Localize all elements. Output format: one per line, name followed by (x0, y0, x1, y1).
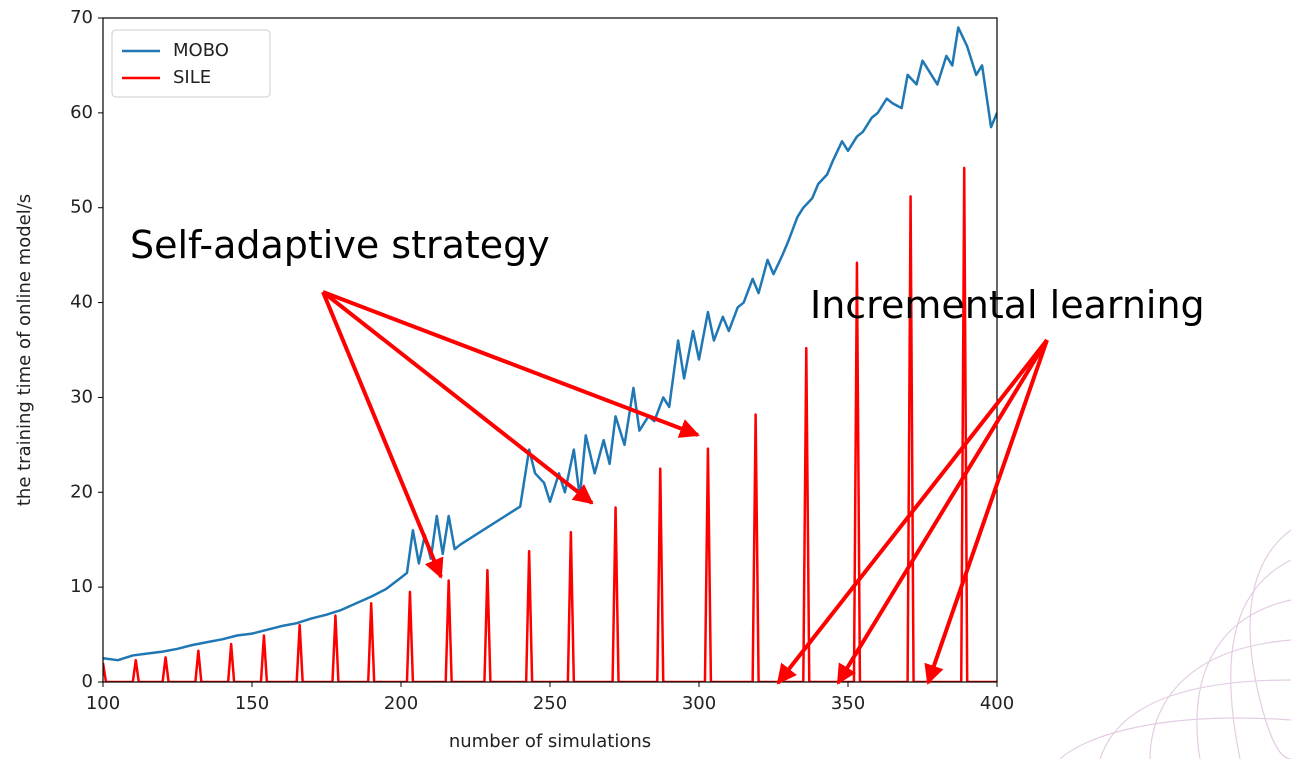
x-tick-label: 250 (533, 693, 567, 714)
line-series (103, 166, 997, 682)
x-tick-label: 150 (235, 693, 269, 714)
y-tick-label: 70 (70, 7, 93, 28)
arrows (321, 290, 1049, 685)
y-axis-label: the training time of online model/s (14, 194, 35, 506)
legend-label: SILE (173, 67, 211, 88)
y-tick-label: 30 (70, 386, 93, 407)
plot-frame (102, 17, 998, 683)
y-tick-label: 40 (70, 292, 93, 313)
x-tick-label: 100 (86, 693, 120, 714)
legend-label: MOBO (173, 40, 229, 61)
decoration (1059, 529, 1291, 759)
x-tick-label: 350 (831, 693, 865, 714)
x-tick-label: 400 (980, 693, 1014, 714)
y-tick-label: 10 (70, 576, 93, 597)
legend-box (111, 29, 271, 98)
y-tick-label: 20 (70, 481, 93, 502)
annotation: Self-adaptive strategy (130, 223, 550, 267)
x-tick-label: 300 (682, 693, 716, 714)
line-series (103, 26, 997, 662)
legend: MOBO SILE (111, 29, 271, 98)
y-tick-label: 0 (82, 671, 93, 692)
y-tick-label: 50 (70, 197, 93, 218)
x-axis-label: number of simulations (449, 731, 651, 752)
x-tick-label: 200 (384, 693, 418, 714)
annotation: Incremental learning (810, 283, 1205, 327)
y-tick-label: 60 (70, 102, 93, 123)
